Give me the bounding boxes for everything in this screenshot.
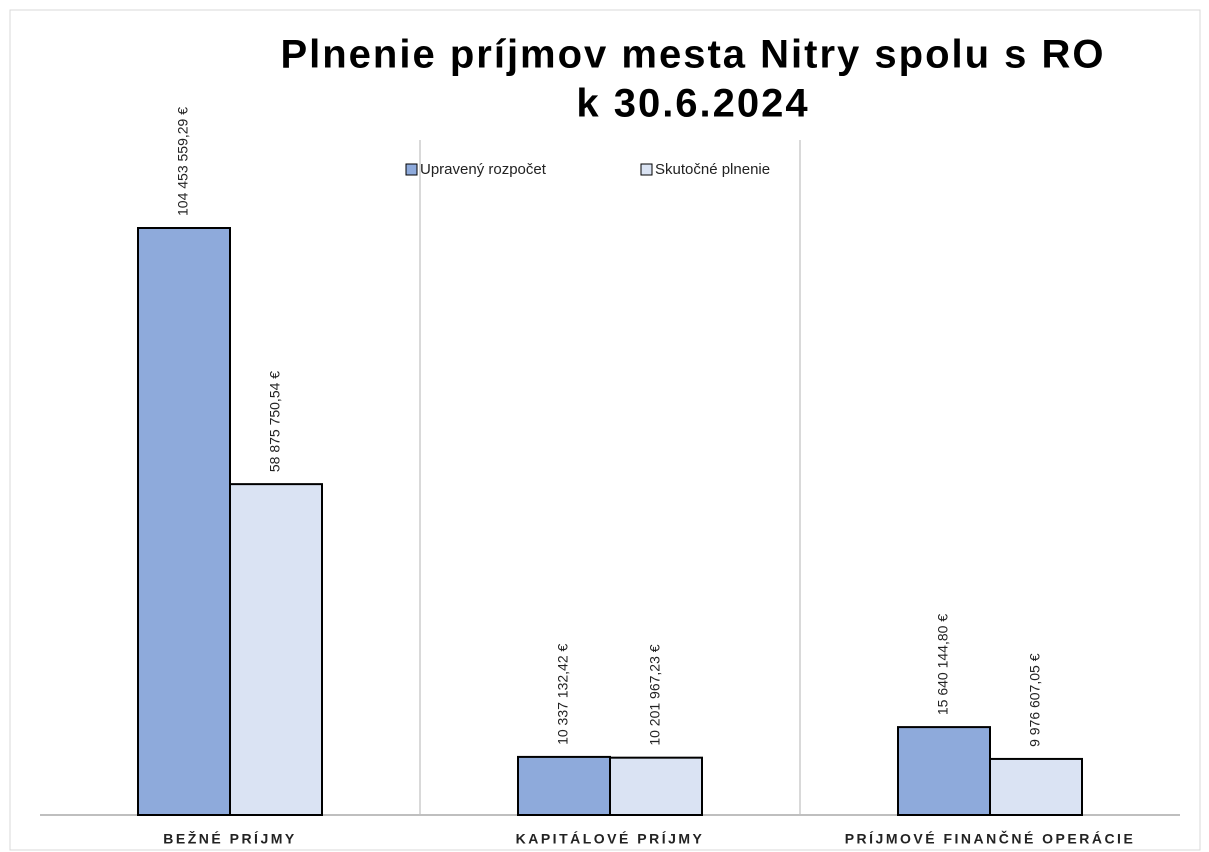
data-label: 15 640 144,80 € — [935, 614, 951, 715]
bar — [517, 755, 611, 817]
data-label: 104 453 559,29 € — [175, 107, 191, 216]
legend-swatch — [405, 163, 418, 176]
bar — [989, 757, 1083, 817]
chart-title: Plnenie príjmov mesta Nitry spolu s RO — [280, 33, 1105, 77]
x-tick-label: PRÍJMOVÉ FINANČNÉ OPERÁCIE — [845, 830, 1136, 847]
chart-border — [9, 9, 1201, 851]
bar — [137, 227, 231, 816]
x-tick-label: BEŽNÉ PRÍJMY — [163, 830, 296, 847]
bar — [897, 726, 991, 817]
data-label: 10 201 967,23 € — [647, 644, 663, 745]
data-label: 58 875 750,54 € — [267, 371, 283, 472]
x-tick-label: KAPITÁLOVÉ PRÍJMY — [516, 831, 705, 847]
data-label: 9 976 607,05 € — [1027, 653, 1043, 747]
legend-swatch — [640, 163, 653, 176]
legend-label: Upravený rozpočet — [420, 161, 547, 178]
data-label: 10 337 132,42 € — [555, 643, 571, 744]
legend-label: Skutočné plnenie — [655, 161, 770, 178]
bar — [229, 483, 323, 816]
bar — [609, 756, 703, 817]
chart-title: k 30.6.2024 — [576, 82, 809, 126]
